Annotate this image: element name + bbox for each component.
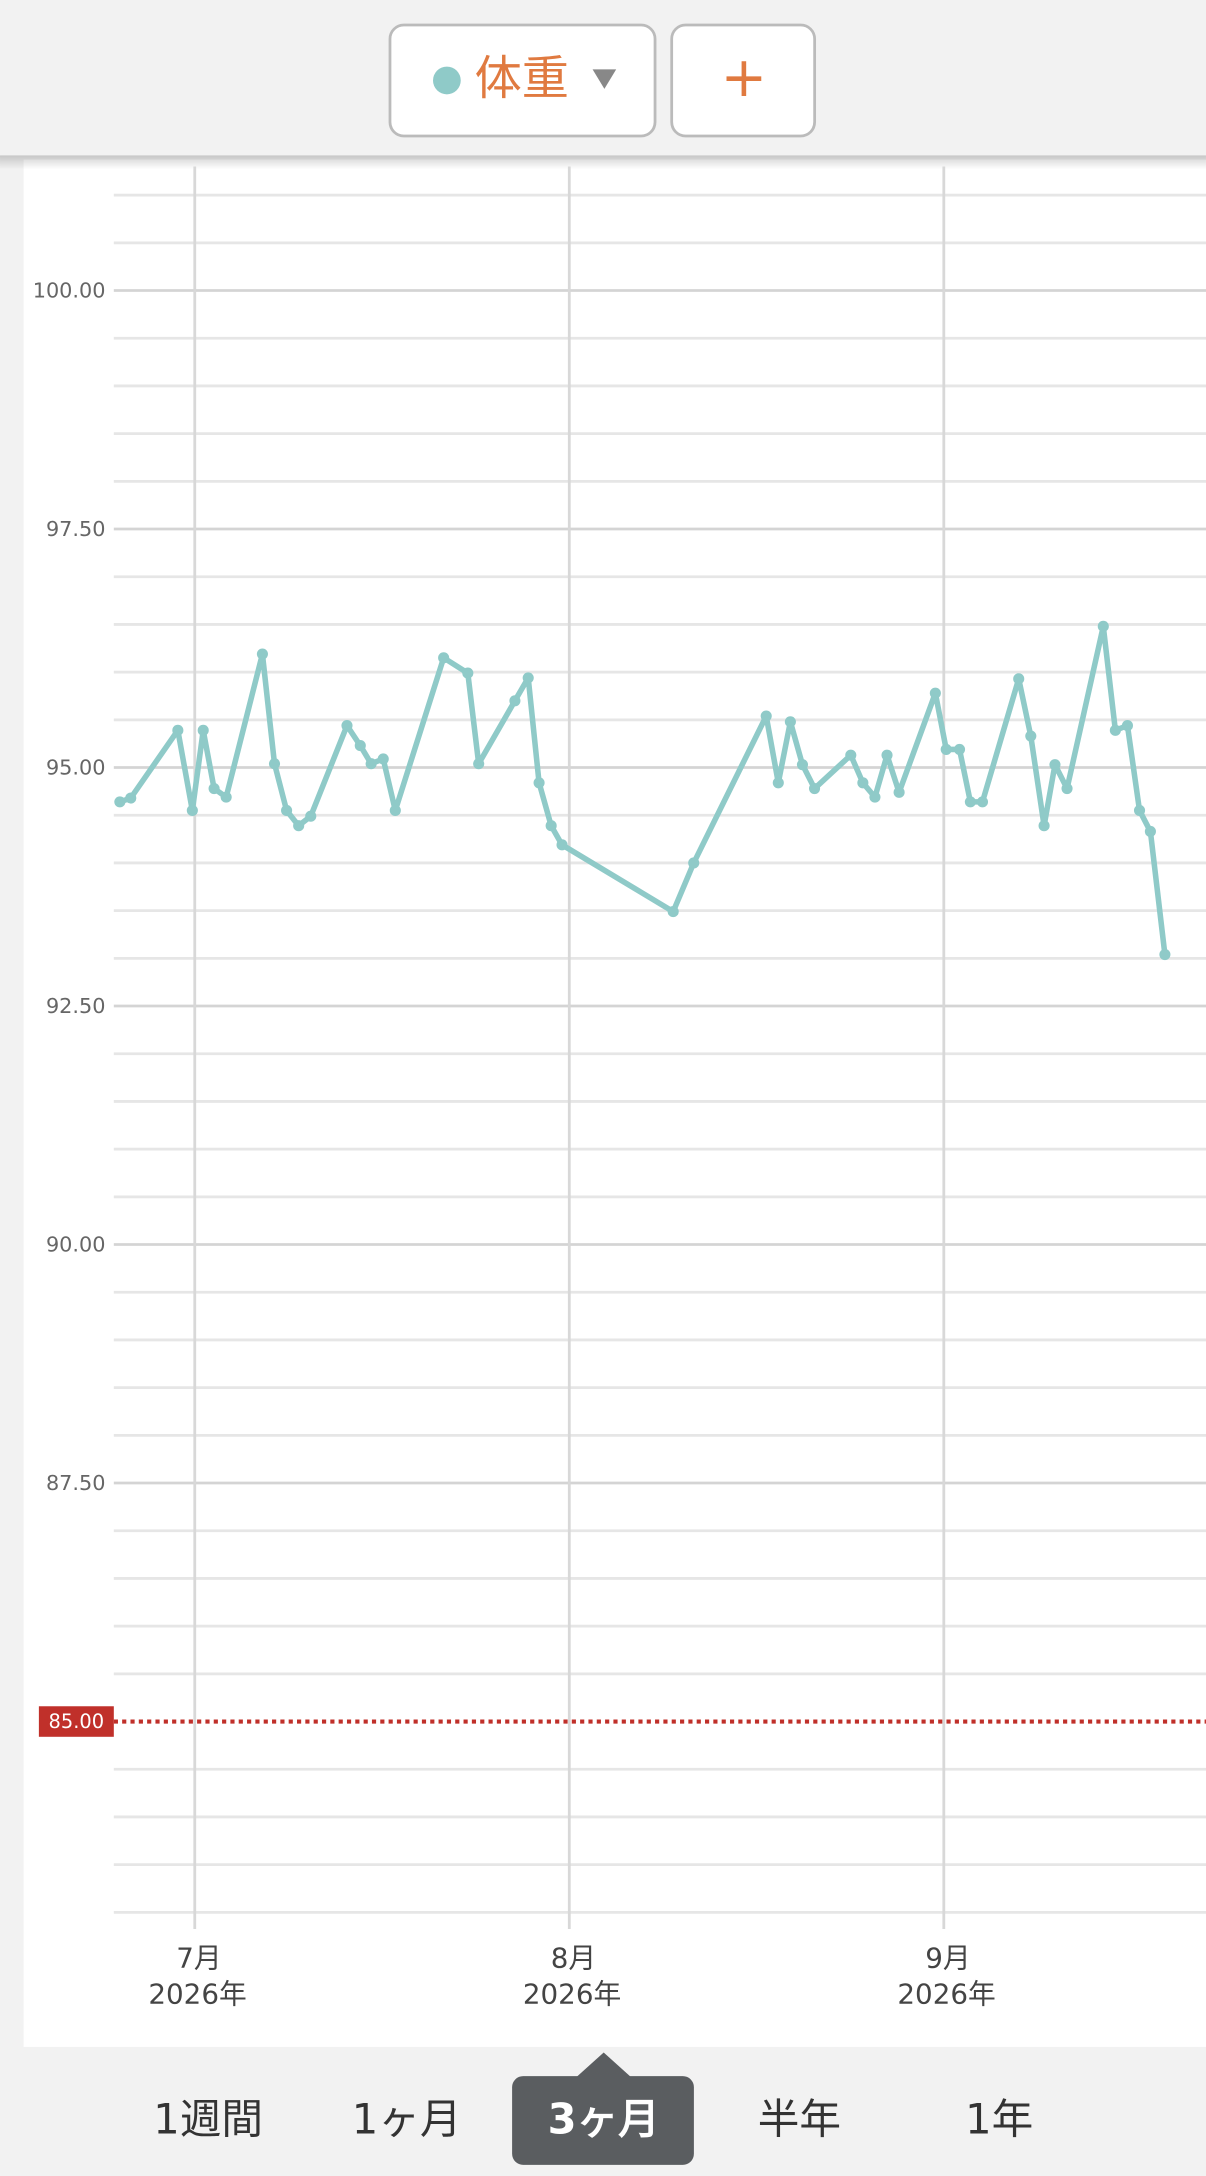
data-point — [1061, 782, 1073, 795]
data-point — [688, 857, 700, 869]
selected-tab[interactable]: 3ヶ月 — [548, 2095, 660, 2144]
data-point — [365, 758, 377, 770]
x-tick-year: 2026年 — [523, 1978, 621, 2011]
data-point — [281, 804, 293, 817]
dropdown-arrow — [592, 69, 617, 89]
x-tick-label: 9月 — [925, 1942, 970, 1975]
data-point — [377, 753, 389, 765]
header-shadow — [0, 155, 1206, 170]
data-point — [197, 724, 209, 736]
data-point — [1109, 724, 1121, 736]
y-tick-label: 87.50 — [46, 1471, 106, 1495]
data-point — [1025, 730, 1037, 742]
data-point — [293, 820, 305, 832]
data-point — [341, 720, 353, 732]
y-tick-label: 100.00 — [33, 279, 106, 303]
data-point — [1049, 759, 1061, 771]
data-point — [354, 740, 366, 752]
data-point — [545, 820, 557, 832]
y-tick-label: 92.50 — [46, 994, 106, 1018]
data-point — [256, 648, 268, 660]
data-point — [438, 652, 450, 664]
y-tick-label: 90.00 — [46, 1233, 106, 1257]
data-point — [1133, 804, 1146, 817]
data-point — [845, 749, 857, 761]
data-point — [509, 695, 521, 707]
selected-tab-notch — [575, 2052, 632, 2078]
period-tab[interactable]: 半年 — [758, 2095, 841, 2144]
data-point — [533, 777, 545, 789]
data-point — [1144, 825, 1156, 838]
data-point — [796, 759, 809, 771]
data-point — [893, 786, 905, 798]
data-point — [772, 777, 784, 789]
y-tick-label: 95.00 — [46, 756, 106, 780]
x-tick-year: 2026年 — [897, 1978, 995, 2011]
data-point — [976, 796, 989, 808]
data-point — [808, 782, 821, 795]
period-tab[interactable]: 1ヶ月 — [352, 2095, 462, 2144]
period-tabs: 1週間 1ヶ月 3ヶ月 半年 1年 — [153, 2052, 1033, 2165]
y-tick-label: 97.50 — [46, 517, 106, 541]
data-point — [473, 758, 485, 770]
data-point — [462, 667, 474, 679]
plot — [114, 620, 1171, 961]
data-point — [1038, 820, 1050, 832]
data-point — [929, 687, 941, 699]
target-label-box — [38, 1706, 114, 1737]
data-point — [1013, 673, 1025, 685]
data-point — [857, 777, 869, 789]
x-tick-label: 7月 — [176, 1942, 221, 1975]
selector-dot — [433, 66, 461, 95]
data-point — [667, 906, 679, 918]
chart-panel — [23, 159, 1206, 2047]
data-point — [964, 796, 976, 808]
data-point — [1159, 948, 1171, 961]
target-label: 85.00 — [49, 1710, 105, 1733]
data-point — [760, 710, 772, 722]
metric-selector[interactable]: 体重 — [388, 23, 657, 138]
data-point — [268, 758, 281, 770]
data-point — [953, 743, 966, 755]
period-tab[interactable]: 1週間 — [153, 2095, 263, 2144]
data-point — [125, 792, 137, 804]
data-point — [172, 724, 184, 736]
selector-label: 体重 — [475, 52, 569, 107]
data-point — [522, 672, 534, 684]
data-point — [1121, 720, 1134, 732]
add-button-label: + — [721, 45, 768, 110]
data-point — [186, 804, 198, 817]
data-point — [220, 791, 232, 803]
data-point — [940, 743, 952, 755]
data-point — [784, 716, 796, 728]
selected-tab-bg — [512, 2076, 694, 2165]
x-tick-year: 2026年 — [148, 1978, 246, 2011]
data-point — [114, 796, 126, 808]
data-point — [556, 839, 568, 851]
x-tick-label: 8月 — [551, 1942, 596, 1975]
data-point — [389, 804, 401, 817]
period-tab[interactable]: 1年 — [965, 2095, 1033, 2144]
grid: 87.5090.0092.5095.0097.50100.007月2026年8月… — [33, 166, 1206, 2011]
data-point — [1097, 620, 1109, 632]
selector-button[interactable] — [388, 23, 657, 138]
add-button[interactable] — [670, 23, 817, 138]
data-point — [208, 782, 220, 795]
data-point — [881, 749, 893, 761]
data-point — [305, 810, 317, 822]
data-point — [869, 791, 881, 803]
